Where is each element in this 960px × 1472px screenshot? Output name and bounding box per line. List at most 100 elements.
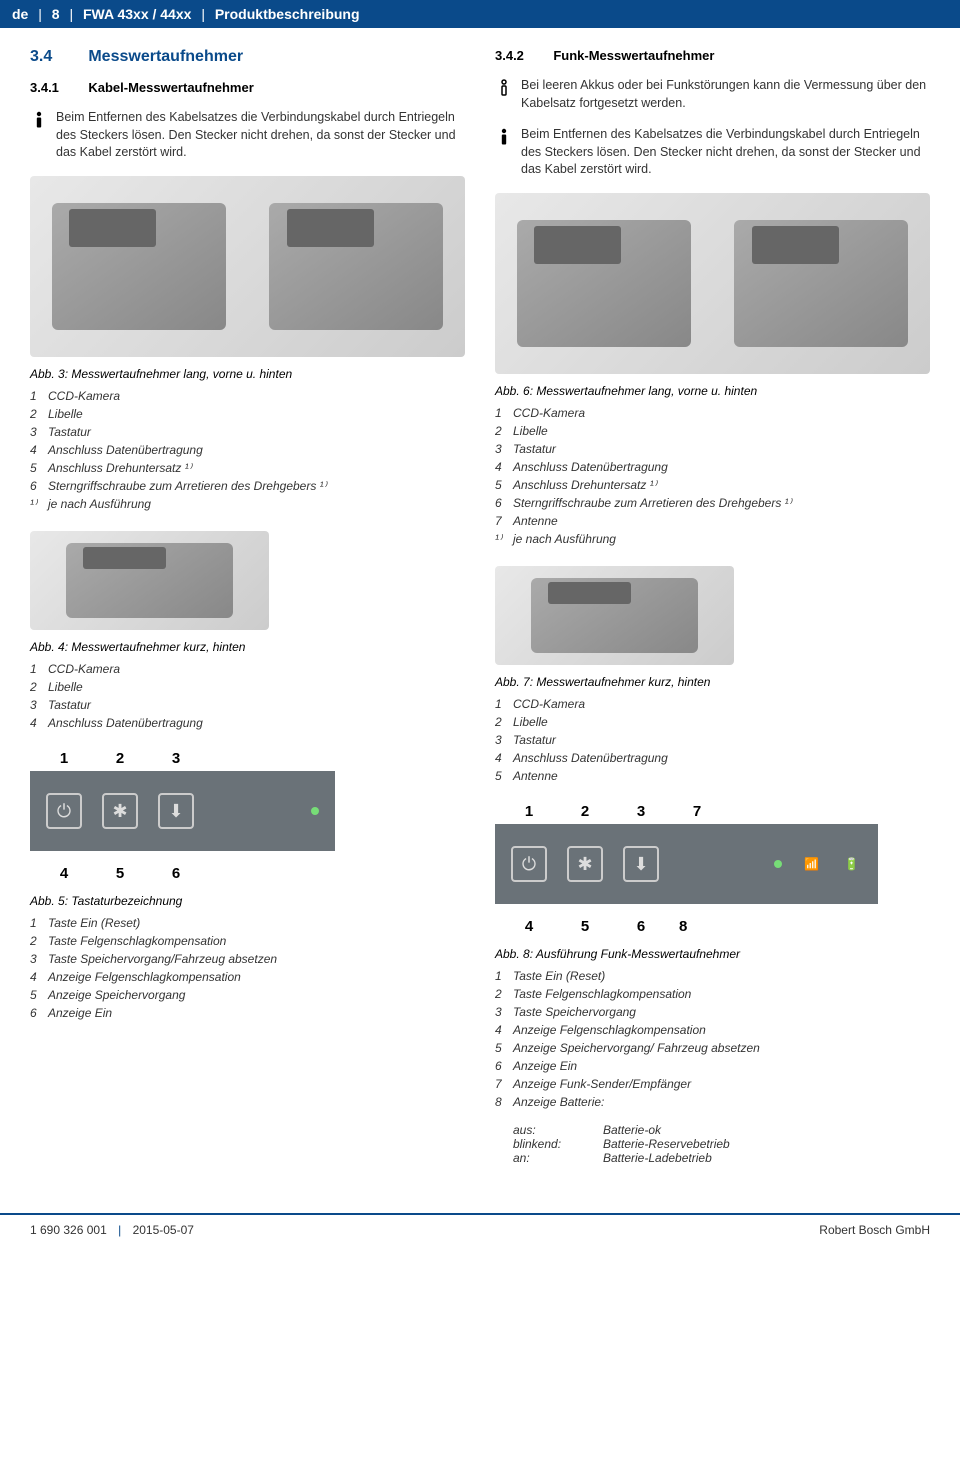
header-sep: | — [69, 6, 73, 22]
legend-text: Tastatur — [48, 425, 91, 439]
legend-number: 2 — [30, 932, 48, 950]
keypad-label: 6 — [158, 865, 194, 882]
legend-number: 6 — [495, 1057, 513, 1075]
legend-number: 2 — [30, 405, 48, 423]
legend-text: je nach Ausführung — [48, 497, 151, 511]
subheading-3-4-2: 3.4.2 Funk-Messwertaufnehmer — [495, 48, 930, 63]
heading-title: Messwertaufnehmer — [88, 48, 243, 65]
legend-text: Anschluss Drehuntersatz ¹⁾ — [513, 478, 657, 492]
legend-item: 6Sterngriffschraube zum Arretieren des D… — [495, 494, 930, 512]
info-note: Bei leeren Akkus oder bei Funkstörungen … — [495, 77, 930, 112]
keypad-label: 1 — [46, 750, 82, 767]
legend-text: Taste Ein (Reset) — [48, 916, 140, 930]
caption-label: Abb. 7: — [495, 675, 533, 689]
page: de | 8 | FWA 43xx / 44xx | Produktbeschr… — [0, 0, 960, 1245]
caption-title: Messwertaufnehmer kurz, hinten — [71, 640, 245, 654]
compensation-button-icon: ✱ — [567, 846, 603, 882]
power-button-icon: ⏻ — [511, 846, 547, 882]
content-columns: 3.4 Messwertaufnehmer 3.4.1 Kabel-Messwe… — [30, 48, 930, 1183]
legend-number: 3 — [30, 696, 48, 714]
legend-text: Anzeige Speichervorgang/ Fahrzeug absetz… — [513, 1041, 760, 1055]
caption-label: Abb. 5: — [30, 894, 68, 908]
info-text: Bei leeren Akkus oder bei Funkstörungen … — [521, 77, 930, 112]
legend-text: Taste Ein (Reset) — [513, 969, 605, 983]
legend-text: Anzeige Ein — [513, 1059, 577, 1073]
led-indicator — [311, 807, 319, 815]
legend-number: 4 — [30, 968, 48, 986]
legend-item: 3Taste Speichervorgang — [495, 1003, 930, 1021]
keypad-label: 2 — [567, 803, 603, 820]
battery-states: aus:Batterie-okblinkend:Batterie-Reserve… — [495, 1123, 930, 1165]
legend-text: Sterngriffschraube zum Arretieren des Dr… — [48, 479, 327, 493]
legend-number: 2 — [495, 985, 513, 1003]
legend-text: Sterngriffschraube zum Arretieren des Dr… — [513, 496, 792, 510]
save-button-icon: ⬇ — [623, 846, 659, 882]
page-header: de | 8 | FWA 43xx / 44xx | Produktbeschr… — [0, 0, 960, 28]
legend-number: 2 — [495, 422, 513, 440]
legend-text: Libelle — [513, 715, 548, 729]
subheading-title: Funk-Messwertaufnehmer — [553, 48, 714, 63]
legend-number: 3 — [495, 731, 513, 749]
keypad-label: 4 — [46, 865, 82, 882]
warning-note: Beim Entfernen des Kabelsatzes die Verbi… — [495, 126, 930, 179]
legend-item: 1CCD-Kamera — [495, 404, 930, 422]
legend-item: 5Anschluss Drehuntersatz ¹⁾ — [495, 476, 930, 494]
subheading-number: 3.4.1 — [30, 80, 85, 95]
battery-state-value: Batterie-Ladebetrieb — [603, 1151, 712, 1165]
caption-label: Abb. 4: — [30, 640, 68, 654]
legend-item: 1CCD-Kamera — [30, 387, 465, 405]
legend-number: 4 — [30, 441, 48, 459]
keypad-label: 7 — [679, 803, 715, 820]
legend-text: Taste Speichervorgang — [513, 1005, 636, 1019]
legend-number: 2 — [495, 713, 513, 731]
legend-number: ¹⁾ — [495, 530, 513, 548]
legend-number: ¹⁾ — [30, 495, 48, 513]
legend-item: 1CCD-Kamera — [30, 660, 465, 678]
device-placeholder — [517, 220, 691, 347]
warning-icon — [495, 126, 513, 179]
legend-text: Anzeige Felgenschlagkompensation — [48, 970, 241, 984]
legend-number: 1 — [30, 914, 48, 932]
legend-number: 4 — [495, 749, 513, 767]
figure-7-caption: Abb. 7: Messwertaufnehmer kurz, hinten — [495, 675, 930, 689]
warning-icon — [30, 109, 48, 162]
device-placeholder — [531, 578, 698, 653]
legend-item: 4Anschluss Datenübertragung — [30, 441, 465, 459]
figure-5-legend: 1Taste Ein (Reset)2Taste Felgenschlagkom… — [30, 914, 465, 1022]
figure-4-caption: Abb. 4: Messwertaufnehmer kurz, hinten — [30, 640, 465, 654]
radio-icon: 📶 — [802, 857, 822, 871]
figure-6-legend: 1CCD-Kamera2Libelle3Tastatur4Anschluss D… — [495, 404, 930, 548]
keypad-label: 8 — [679, 918, 687, 935]
legend-number: 1 — [30, 660, 48, 678]
caption-label: Abb. 6: — [495, 384, 533, 398]
legend-item: 5Anschluss Drehuntersatz ¹⁾ — [30, 459, 465, 477]
legend-number: 8 — [495, 1093, 513, 1111]
legend-item: 4Anschluss Datenübertragung — [495, 458, 930, 476]
legend-item: 6Anzeige Ein — [30, 1004, 465, 1022]
caption-title: Messwertaufnehmer lang, vorne u. hinten — [71, 367, 292, 381]
device-placeholder — [66, 543, 233, 618]
legend-text: Anschluss Datenübertragung — [48, 716, 203, 730]
legend-number: 5 — [495, 1039, 513, 1057]
header-model: FWA 43xx / 44xx — [83, 6, 191, 22]
caption-label: Abb. 3: — [30, 367, 68, 381]
header-sep: | — [201, 6, 205, 22]
legend-text: Anzeige Speichervorgang — [48, 988, 185, 1002]
battery-state-key: blinkend: — [513, 1137, 603, 1151]
figure-3-legend: 1CCD-Kamera2Libelle3Tastatur4Anschluss D… — [30, 387, 465, 513]
keypad-bottom-labels: 4568 — [495, 914, 930, 935]
legend-item: 4Anzeige Felgenschlagkompensation — [495, 1021, 930, 1039]
legend-text: CCD-Kamera — [48, 389, 120, 403]
keypad-label: 3 — [623, 803, 659, 820]
legend-number: 1 — [495, 404, 513, 422]
legend-item: 4Anschluss Datenübertragung — [495, 749, 930, 767]
figure-7-image — [495, 566, 734, 666]
power-button-icon: ⏻ — [46, 793, 82, 829]
caption-label: Abb. 8: — [495, 947, 533, 961]
footer-sep: | — [118, 1223, 121, 1237]
legend-text: Anzeige Felgenschlagkompensation — [513, 1023, 706, 1037]
keypad-figure-5: ⏻ ✱ ⬇ — [30, 771, 335, 851]
legend-item: 1Taste Ein (Reset) — [30, 914, 465, 932]
legend-item: 3Tastatur — [495, 440, 930, 458]
legend-item: 2Libelle — [495, 713, 930, 731]
